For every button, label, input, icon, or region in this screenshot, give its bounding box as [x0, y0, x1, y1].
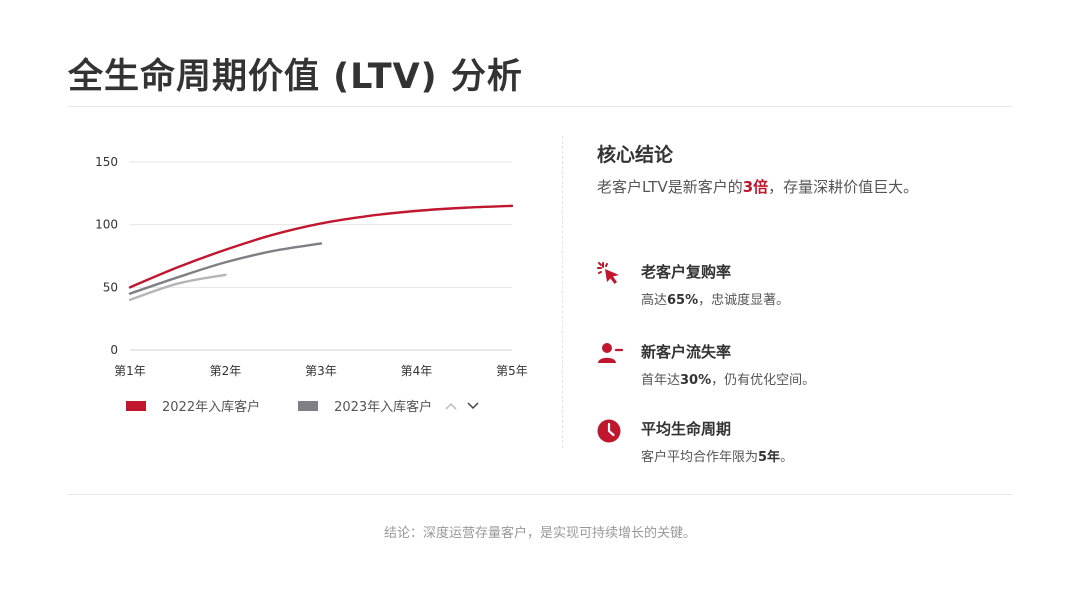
stat-desc: 客户平均合作年限为5年。	[641, 446, 793, 465]
chart-legend: 2022年入库客户 2023年入库客户	[126, 396, 484, 415]
legend-page-down-button[interactable]	[462, 397, 484, 415]
stat-desc-text: ，忠诚度显著。	[698, 293, 790, 308]
legend-label-2023: 2023年入库客户	[334, 400, 433, 415]
summary-highlight: 3倍	[742, 178, 769, 196]
page-title: 全生命周期价值 (LTV) 分析	[68, 57, 523, 97]
legend-pager	[440, 397, 484, 415]
user-minus-icon	[598, 343, 623, 363]
x-tick-label: 第4年	[401, 364, 433, 378]
footer-divider	[68, 494, 1012, 495]
legend-item-2022[interactable]: 2022年入库客户	[126, 396, 260, 415]
stat-title: 新客户流失率	[641, 343, 732, 361]
stat-desc-text: 高达	[641, 293, 668, 308]
stat-title: 老客户复购率	[641, 263, 732, 281]
y-tick-label: 0	[110, 343, 118, 357]
chevron-up-icon	[445, 402, 457, 410]
panel-title: 核心结论	[597, 144, 674, 166]
title-divider	[68, 106, 1012, 107]
y-tick-label: 100	[95, 218, 118, 232]
chevron-down-icon	[467, 401, 479, 409]
ltv-line-chart: 0 50 100 150 第1年 第2年 第3年 第4年 第5年	[95, 155, 528, 378]
summary-text-start: 老客户LTV是新客户的	[597, 178, 743, 196]
summary-text-end: ，存量深耕价值巨大。	[768, 178, 919, 196]
legend-label-2022: 2022年入库客户	[162, 400, 261, 415]
clock-icon	[597, 419, 621, 443]
vertical-divider	[562, 136, 563, 448]
series-line-0	[128, 204, 514, 289]
x-tick-label: 第1年	[114, 364, 146, 378]
stat-desc-text: 首年达	[641, 373, 681, 388]
click-cursor-icon	[597, 262, 619, 284]
legend-item-2023[interactable]: 2023年入库客户	[298, 396, 432, 415]
stat-desc-text: 客户平均合作年限为	[641, 450, 759, 465]
stat-title: 平均生命周期	[641, 420, 732, 438]
series-line-1	[128, 242, 323, 295]
x-tick-label: 第5年	[496, 364, 528, 378]
legend-page-up-button[interactable]	[440, 397, 462, 415]
stat-desc: 高达65%，忠诚度显著。	[641, 289, 789, 308]
stat-desc: 首年达30%，仍有优化空间。	[641, 369, 815, 388]
stat-desc-text: 。	[780, 450, 794, 465]
footer-conclusion: 结论：深度运营存量客户，是实现可持续增长的关键。	[383, 526, 696, 541]
stat-value: 30%	[680, 373, 712, 388]
y-tick-label: 50	[103, 280, 118, 294]
stat-value: 5年	[758, 450, 781, 465]
stat-value: 65%	[667, 293, 699, 308]
panel-summary: 老客户LTV是新客户的3倍，存量深耕价值巨大。	[597, 176, 918, 197]
series-line-2	[128, 273, 227, 302]
legend-swatch-2022	[126, 400, 146, 411]
y-tick-label: 150	[95, 155, 118, 169]
legend-swatch-2023	[298, 400, 319, 411]
stat-desc-text: ，仍有优化空间。	[711, 373, 816, 388]
x-tick-label: 第3年	[305, 364, 337, 378]
x-tick-label: 第2年	[210, 364, 242, 378]
